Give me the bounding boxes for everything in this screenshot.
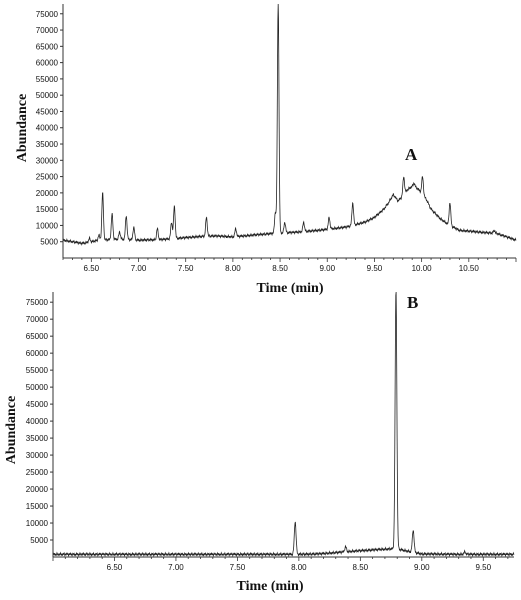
panel-b-y-label: Abundance bbox=[4, 396, 19, 464]
panel-b-x-tick-label: 9.00 bbox=[414, 563, 430, 572]
panel-a-y-ticks: 5000 10000 15000 20000 25000 30000 35000 40000 4… bbox=[36, 10, 63, 247]
panel-a-x-tick-label: 7.00 bbox=[131, 264, 147, 273]
panel-a-x-ticks: 6.50 7.00 7.50 8.00 8.50 9.00 9.50 10.00 10.50 bbox=[62, 258, 517, 273]
panel-a-x-tick-label: 10.50 bbox=[459, 264, 480, 273]
panel-b: 5000 10000 15000 20000 25000 30000 35000 40000 4… bbox=[4, 291, 515, 594]
panel-a-y-tick-label: 30000 bbox=[36, 156, 59, 165]
panel-a-x-tick-label: 9.00 bbox=[319, 264, 335, 273]
panel-b-y-tick-label: 60000 bbox=[26, 349, 49, 358]
panel-b-x-tick-label: 6.50 bbox=[107, 563, 123, 572]
panel-b-y-ticks: 5000 10000 15000 20000 25000 30000 35000 40000 4… bbox=[26, 298, 53, 545]
panel-a-trace bbox=[62, 3, 517, 246]
panel-b-y-tick-label: 5000 bbox=[30, 536, 48, 545]
panel-a-x-tick-label: 8.00 bbox=[225, 264, 241, 273]
panel-a-y-tick-label: 20000 bbox=[36, 189, 59, 198]
panel-b-x-ticks: 6.50 7.00 7.50 8.00 8.50 9.00 9.50 bbox=[52, 557, 509, 572]
panel-b-x-label: Time (min) bbox=[236, 579, 303, 594]
panel-a-x-tick-label: 8.50 bbox=[272, 264, 288, 273]
panel-b-y-tick-label: 30000 bbox=[26, 451, 49, 460]
panel-a-y-tick-label: 45000 bbox=[36, 107, 59, 116]
panel-b-x-tick-label: 8.00 bbox=[291, 563, 307, 572]
panel-a-label: A bbox=[405, 145, 418, 164]
panel-a-x-label: Time (min) bbox=[256, 281, 323, 296]
panel-a-y-tick-label: 75000 bbox=[36, 10, 59, 19]
panel-a-y-tick-label: 15000 bbox=[36, 205, 59, 214]
panel-a-y-label: Abundance bbox=[15, 94, 30, 162]
panel-b-x-tick-label: 8.50 bbox=[353, 563, 369, 572]
panel-a-y-tick-label: 55000 bbox=[36, 75, 59, 84]
panel-b-x-tick-label: 9.50 bbox=[475, 563, 491, 572]
panel-b-y-tick-label: 15000 bbox=[26, 502, 49, 511]
panel-b-y-tick-label: 75000 bbox=[26, 298, 49, 307]
panel-a-y-tick-label: 5000 bbox=[40, 238, 58, 247]
panel-b-y-tick-label: 70000 bbox=[26, 315, 49, 324]
panel-a-x-tick-label: 7.50 bbox=[178, 264, 194, 273]
panel-a-y-tick-label: 70000 bbox=[36, 26, 59, 35]
panel-b-x-tick-label: 7.00 bbox=[168, 563, 184, 572]
panel-a-y-tick-label: 65000 bbox=[36, 42, 59, 51]
panel-b-y-tick-label: 55000 bbox=[26, 366, 49, 375]
panel-b-y-tick-label: 40000 bbox=[26, 417, 49, 426]
panel-a-x-tick-label: 9.50 bbox=[367, 264, 383, 273]
panel-b-y-tick-label: 50000 bbox=[26, 383, 49, 392]
panel-b-y-tick-label: 25000 bbox=[26, 468, 49, 477]
panel-b-trace bbox=[52, 291, 515, 558]
panel-a-y-tick-label: 40000 bbox=[36, 124, 59, 133]
panel-b-label: B bbox=[407, 293, 418, 312]
panel-a-y-tick-label: 60000 bbox=[36, 59, 59, 68]
panel-a-x-tick-label: 10.00 bbox=[412, 264, 433, 273]
panel-b-y-tick-label: 35000 bbox=[26, 434, 49, 443]
panel-b-y-tick-label: 10000 bbox=[26, 519, 49, 528]
panel-b-axes bbox=[52, 292, 514, 558]
panel-b-y-tick-label: 45000 bbox=[26, 400, 49, 409]
panel-b-y-tick-label: 20000 bbox=[26, 485, 49, 494]
panel-a-y-tick-label: 50000 bbox=[36, 91, 59, 100]
panel-b-y-tick-label: 65000 bbox=[26, 332, 49, 341]
panel-b-x-tick-label: 7.50 bbox=[230, 563, 246, 572]
panel-a-y-tick-label: 35000 bbox=[36, 140, 59, 149]
panel-a-y-tick-label: 25000 bbox=[36, 173, 59, 182]
panel-a-x-tick-label: 6.50 bbox=[84, 264, 100, 273]
panel-a: 5000 10000 15000 20000 25000 30000 35000 40000 4… bbox=[15, 3, 517, 296]
panel-a-y-tick-label: 10000 bbox=[36, 221, 59, 230]
